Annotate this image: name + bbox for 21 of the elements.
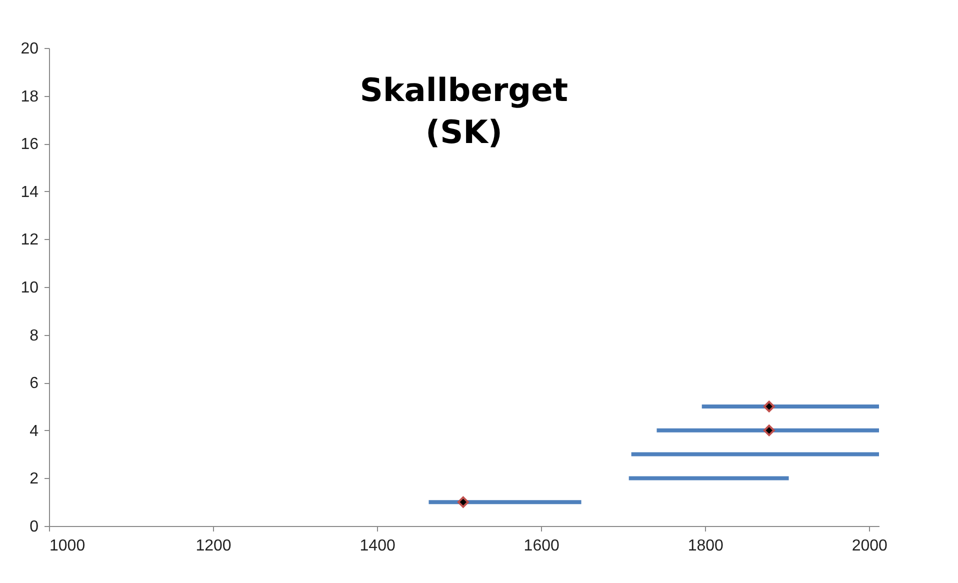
y-tick-label: 10 bbox=[20, 280, 39, 296]
x-tick-label: 2000 bbox=[852, 538, 888, 554]
x-tick-label: 1600 bbox=[524, 538, 560, 554]
y-tick-label: 8 bbox=[30, 327, 39, 344]
y-tick-label: 12 bbox=[20, 232, 39, 249]
x-tick-label: 1000 bbox=[50, 538, 86, 554]
point bbox=[457, 496, 469, 508]
y-tick-label: 16 bbox=[20, 136, 39, 154]
text: Skallberget (SK) bbox=[360, 71, 568, 151]
y-tick-label: 18 bbox=[20, 88, 39, 106]
y-tick-label: 4 bbox=[30, 422, 39, 440]
x-tick-label: 1400 bbox=[360, 538, 396, 554]
x-tick-label: 1800 bbox=[688, 538, 724, 554]
y-tick-label: 0 bbox=[30, 518, 39, 536]
point bbox=[763, 424, 775, 436]
x-tick-label: 1200 bbox=[196, 538, 232, 554]
y-tick-label: 2 bbox=[30, 470, 39, 488]
point bbox=[763, 400, 775, 412]
y-tick-label: 14 bbox=[20, 184, 39, 201]
y-tick-label: 6 bbox=[30, 375, 39, 392]
y-tick-label: 20 bbox=[20, 40, 39, 58]
